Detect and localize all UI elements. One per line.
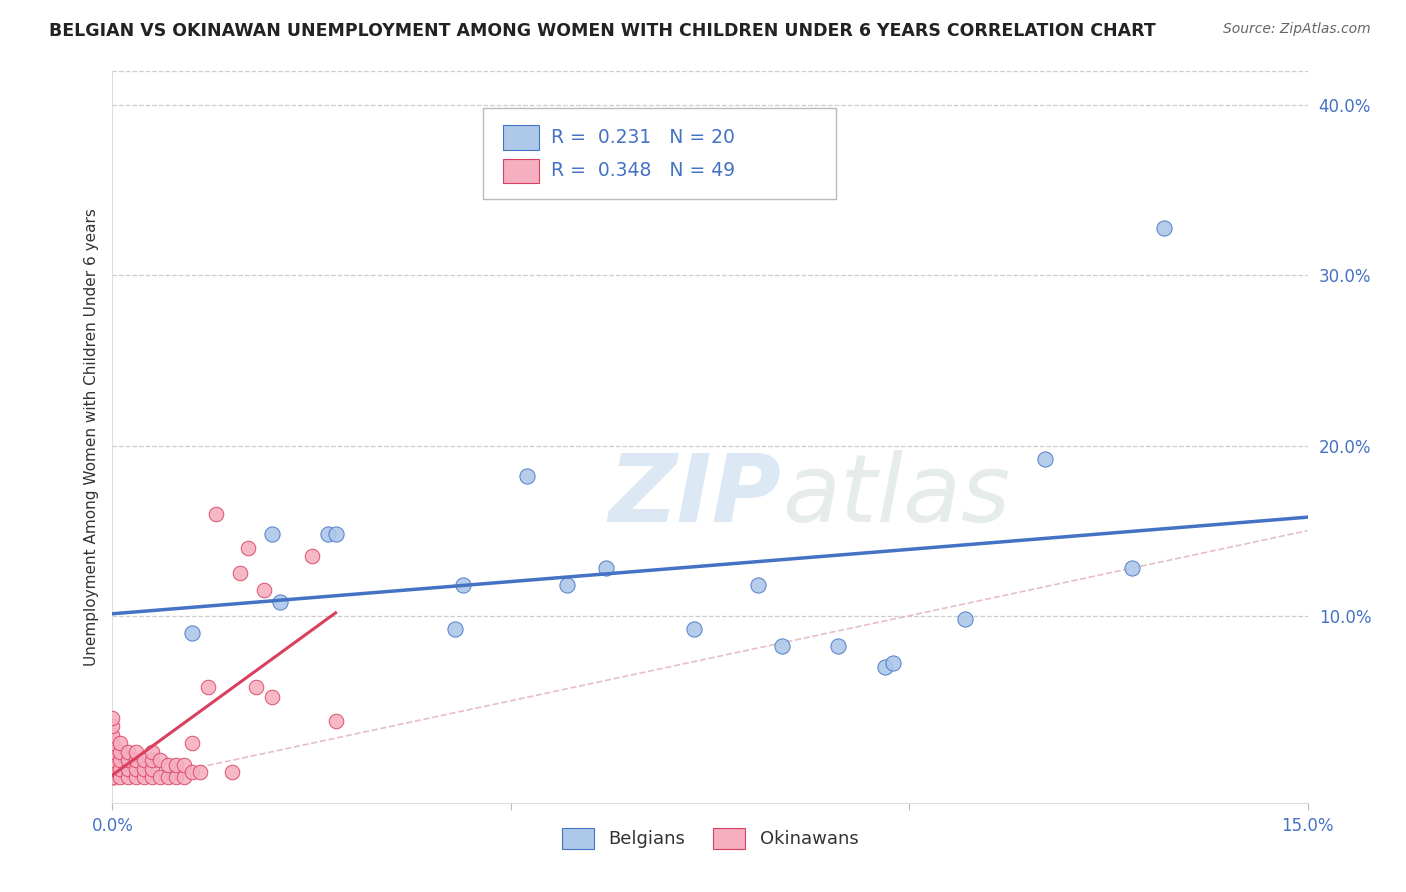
Point xyxy=(101,762,124,776)
Point xyxy=(316,527,339,541)
Point xyxy=(1121,561,1143,575)
Point xyxy=(101,711,124,725)
Point xyxy=(134,753,156,767)
Point xyxy=(101,736,124,750)
Point xyxy=(110,745,132,759)
Text: R =  0.231   N = 20: R = 0.231 N = 20 xyxy=(551,128,735,147)
Point xyxy=(269,595,291,609)
FancyBboxPatch shape xyxy=(503,126,538,150)
Text: ZIP: ZIP xyxy=(609,450,782,541)
Point xyxy=(125,745,148,759)
Point xyxy=(173,758,195,772)
Text: R =  0.348   N = 49: R = 0.348 N = 49 xyxy=(551,161,735,180)
Point xyxy=(260,690,283,705)
Point xyxy=(221,765,243,780)
Point xyxy=(197,680,219,694)
Point xyxy=(444,622,467,636)
Point xyxy=(101,745,124,759)
Point xyxy=(134,762,156,776)
Legend: Belgians, Okinawans: Belgians, Okinawans xyxy=(554,821,866,856)
Y-axis label: Unemployment Among Women with Children Under 6 years: Unemployment Among Women with Children U… xyxy=(83,208,98,666)
Point xyxy=(516,469,538,483)
Point xyxy=(134,770,156,784)
Point xyxy=(141,753,163,767)
Point xyxy=(325,527,347,541)
Point xyxy=(1153,220,1175,235)
Point xyxy=(117,753,139,767)
Point xyxy=(595,561,617,575)
FancyBboxPatch shape xyxy=(484,108,835,200)
Point xyxy=(301,549,323,563)
Point xyxy=(770,640,793,654)
Point xyxy=(110,736,132,750)
Point xyxy=(157,758,180,772)
Point xyxy=(101,753,124,767)
Point xyxy=(165,758,187,772)
Point xyxy=(149,770,172,784)
Point xyxy=(110,762,132,776)
Point xyxy=(117,762,139,776)
Text: Source: ZipAtlas.com: Source: ZipAtlas.com xyxy=(1223,22,1371,37)
Point xyxy=(101,719,124,733)
Text: BELGIAN VS OKINAWAN UNEMPLOYMENT AMONG WOMEN WITH CHILDREN UNDER 6 YEARS CORRELA: BELGIAN VS OKINAWAN UNEMPLOYMENT AMONG W… xyxy=(49,22,1156,40)
Point xyxy=(683,622,706,636)
Point xyxy=(260,527,283,541)
Point xyxy=(141,762,163,776)
Point xyxy=(117,770,139,784)
Point xyxy=(149,753,172,767)
Point xyxy=(173,770,195,784)
Point xyxy=(181,765,204,780)
Point xyxy=(125,753,148,767)
Point xyxy=(1033,452,1056,467)
Text: atlas: atlas xyxy=(782,450,1010,541)
Point xyxy=(101,770,124,784)
Point xyxy=(125,762,148,776)
Point xyxy=(827,640,849,654)
Point xyxy=(229,566,252,581)
Point xyxy=(157,770,180,784)
Point xyxy=(953,612,976,626)
Point xyxy=(110,753,132,767)
Point xyxy=(110,770,132,784)
Point xyxy=(101,728,124,742)
Point xyxy=(181,625,204,640)
Point xyxy=(117,745,139,759)
Point xyxy=(141,745,163,759)
Point xyxy=(875,659,897,673)
Point xyxy=(165,770,187,784)
Point xyxy=(253,583,276,598)
Point xyxy=(747,578,769,592)
Point xyxy=(125,770,148,784)
Point xyxy=(325,714,347,728)
Point xyxy=(451,578,474,592)
Point xyxy=(882,657,904,671)
FancyBboxPatch shape xyxy=(503,159,538,183)
Point xyxy=(245,680,267,694)
Point xyxy=(141,770,163,784)
Point xyxy=(181,736,204,750)
Point xyxy=(205,507,228,521)
Point xyxy=(236,541,259,555)
Point xyxy=(555,578,578,592)
Point xyxy=(188,765,211,780)
